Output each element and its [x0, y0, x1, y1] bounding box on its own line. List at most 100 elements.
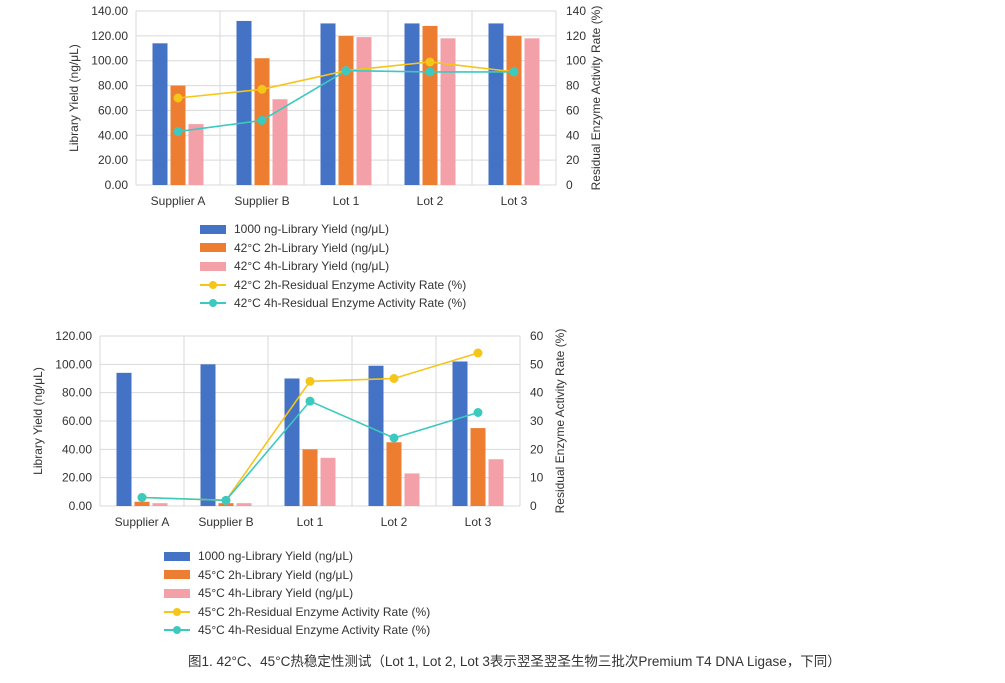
bar [338, 35, 354, 185]
bar [302, 449, 318, 506]
legend-label: 45°C 4h-Residual Enzyme Activity Rate (%… [198, 623, 431, 637]
bar [506, 35, 522, 185]
legend-item-45c-4h-yield: 45°C 4h-Library Yield (ng/μL) [164, 584, 430, 603]
legend-line-marker-yellow [200, 279, 226, 291]
right-tick-label: 40 [530, 386, 544, 400]
legend-item-42c-2h-yield: 42°C 2h-Library Yield (ng/μL) [200, 239, 466, 258]
right-tick-label: 0 [566, 178, 573, 192]
chart-42c-legend: 1000 ng-Library Yield (ng/μL) 42°C 2h-Li… [200, 220, 466, 313]
left-tick-label: 20.00 [98, 153, 128, 167]
left-tick-label: 60.00 [98, 103, 128, 117]
line-point [341, 66, 351, 76]
bar [368, 365, 384, 506]
left-tick-label: 40.00 [62, 442, 92, 456]
bar [488, 459, 504, 506]
line-point [221, 495, 231, 505]
legend-swatch-blue [200, 224, 226, 234]
bar [236, 503, 252, 506]
right-tick-label: 40 [566, 128, 580, 142]
right-tick-label: 60 [530, 329, 544, 343]
bar [152, 43, 168, 185]
line-point [425, 57, 435, 67]
bar [404, 473, 420, 506]
right-tick-label: 100 [566, 54, 586, 68]
right-tick-label: 20 [530, 442, 544, 456]
line-point [509, 67, 519, 77]
bar [422, 25, 438, 185]
left-tick-label: 0.00 [69, 499, 93, 513]
right-tick-label: 50 [530, 357, 544, 371]
category-label: Supplier A [115, 515, 170, 529]
left-tick-label: 80.00 [98, 79, 128, 93]
legend-item-42c-4h-yield: 42°C 4h-Library Yield (ng/μL) [200, 257, 466, 276]
line-point [257, 84, 267, 94]
left-tick-label: 20.00 [62, 471, 92, 485]
chart-45c: 0.00 20.00 40.00 60.00 80.00 100.00 120.00 0 10 2… [0, 322, 1005, 644]
left-axis-label: Library Yield (ng/μL) [67, 44, 81, 152]
left-tick-label: 120.00 [91, 29, 128, 43]
legend-swatch-blue [164, 551, 190, 561]
legend-swatch-orange [200, 243, 226, 253]
legend-line-marker-yellow [164, 606, 190, 618]
right-tick-label: 60 [566, 103, 580, 117]
category-label: Lot 2 [417, 194, 444, 208]
legend-label: 42°C 4h-Residual Enzyme Activity Rate (%… [234, 296, 467, 310]
bar [386, 442, 402, 506]
left-tick-label: 100.00 [91, 54, 128, 68]
line-point [305, 376, 315, 386]
legend-label: 45°C 4h-Library Yield (ng/μL) [198, 586, 354, 600]
left-tick-label: 140.00 [91, 4, 128, 18]
bar [152, 503, 168, 506]
line-point [425, 67, 435, 77]
line-point [389, 433, 399, 443]
bar [116, 372, 132, 506]
right-tick-label: 80 [566, 79, 580, 93]
legend-line-marker-teal [164, 624, 190, 636]
figure-caption: 图1. 42°C、45°C热稳定性测试（Lot 1, Lot 2, Lot 3表… [188, 654, 841, 669]
bar [470, 428, 486, 506]
category-label: Supplier A [151, 194, 206, 208]
line-point [137, 493, 147, 502]
bar [320, 457, 336, 506]
left-tick-label: 100.00 [55, 357, 92, 371]
legend-label: 45°C 2h-Residual Enzyme Activity Rate (%… [198, 604, 431, 619]
legend-swatch-pink [164, 588, 190, 598]
legend-label: 42°C 2h-Library Yield (ng/μL) [234, 240, 390, 255]
bar [440, 38, 456, 185]
right-tick-label: 20 [566, 153, 580, 167]
legend-label: 45°C 2h-Library Yield (ng/μL) [198, 567, 354, 582]
category-label: Lot 1 [333, 194, 360, 208]
left-tick-label: 120.00 [55, 329, 92, 343]
category-label: Lot 1 [297, 515, 324, 529]
line-point [305, 396, 315, 406]
legend-item-45c-2h-activity: 45°C 2h-Residual Enzyme Activity Rate (%… [164, 603, 430, 622]
legend-item-42c-2h-activity: 42°C 2h-Residual Enzyme Activity Rate (%… [200, 276, 466, 295]
bar [452, 361, 468, 506]
right-tick-label: 10 [530, 471, 544, 485]
bar [404, 23, 420, 185]
category-label: Lot 3 [465, 515, 492, 529]
bar [356, 37, 372, 185]
right-axis-label: Residual Enzyme Activity Rate (%) [589, 6, 603, 191]
left-tick-label: 60.00 [62, 414, 92, 428]
legend-swatch-pink [200, 261, 226, 271]
left-tick-label: 0.00 [105, 178, 129, 192]
left-tick-label: 40.00 [98, 128, 128, 142]
legend-label: 42°C 2h-Residual Enzyme Activity Rate (%… [234, 277, 467, 292]
bar [134, 501, 150, 506]
right-tick-label: 120 [566, 29, 586, 43]
bar [524, 38, 540, 185]
category-label: Lot 3 [501, 194, 528, 208]
bar [272, 99, 288, 185]
chart-42c: 0.00 20.00 40.00 60.00 80.00 100.00 120.00 140.… [0, 0, 1005, 322]
legend-item-1000ng: 1000 ng-Library Yield (ng/μL) [200, 220, 466, 239]
line-point [173, 127, 183, 137]
bar [284, 378, 300, 506]
legend-swatch-orange [164, 570, 190, 580]
legend-label: 42°C 4h-Library Yield (ng/μL) [234, 259, 390, 273]
category-label: Supplier B [198, 515, 253, 529]
line-point [257, 115, 267, 125]
bar [188, 124, 204, 185]
category-label: Lot 2 [381, 515, 408, 529]
legend-label: 1000 ng-Library Yield (ng/μL) [198, 549, 354, 563]
